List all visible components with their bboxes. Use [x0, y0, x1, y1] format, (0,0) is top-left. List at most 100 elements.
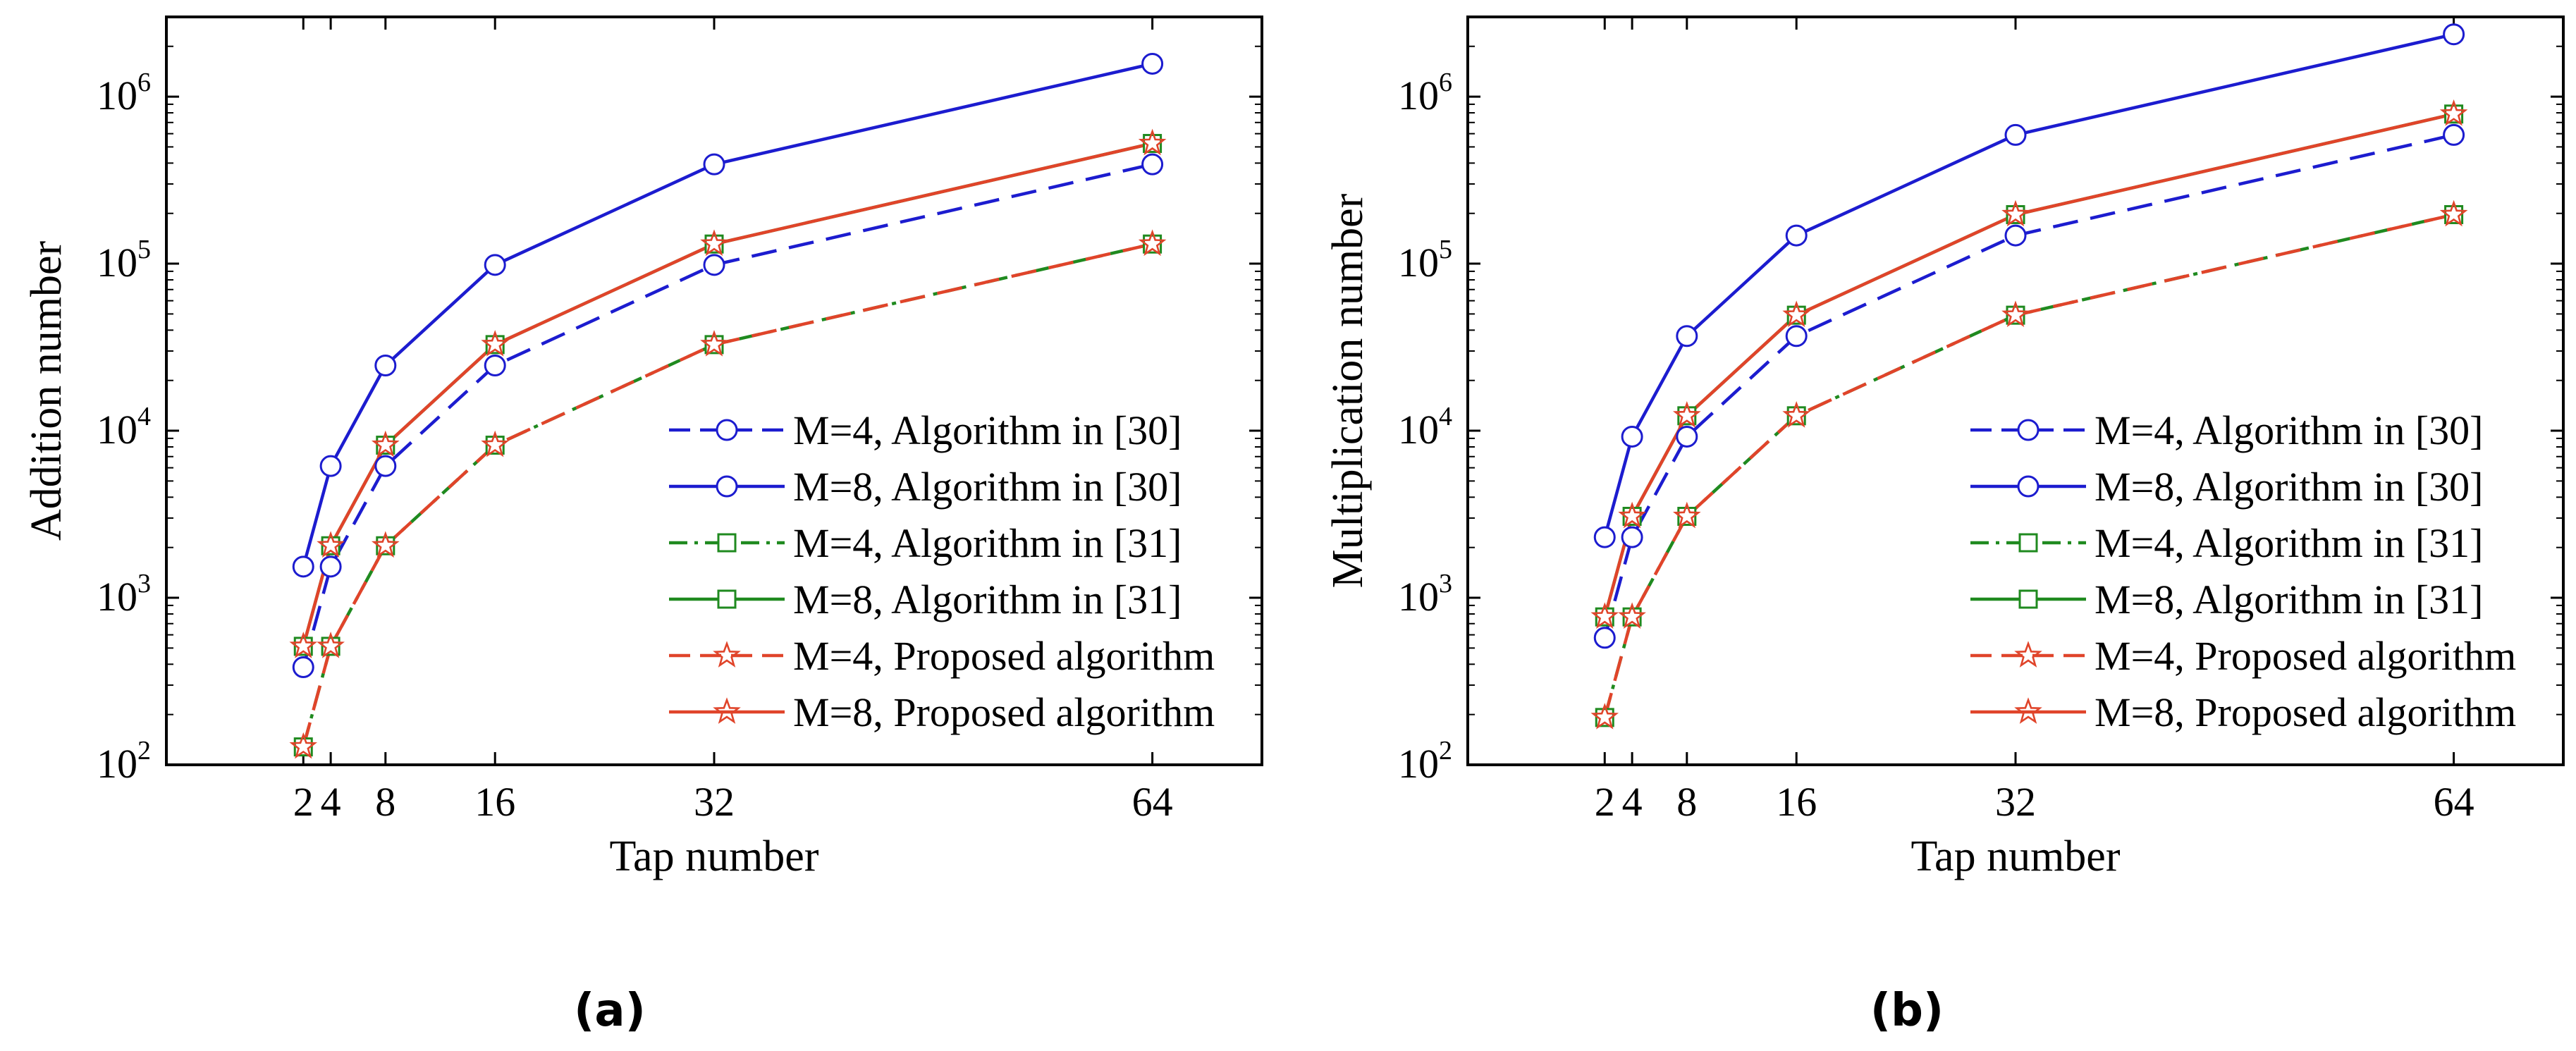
- data-point: [484, 354, 506, 376]
- y-tick-label: 106: [1398, 68, 1452, 118]
- data-point: [1141, 52, 1164, 75]
- y-tick-exponent: 6: [1439, 68, 1452, 97]
- x-axis-label: Tap number: [610, 832, 819, 880]
- data-point: [1782, 300, 1811, 327]
- y-tick-exponent: 4: [1439, 402, 1452, 431]
- data-point: [703, 254, 725, 276]
- y-tick-label: 105: [1398, 235, 1452, 285]
- legend-marker: [2017, 419, 2040, 441]
- series-line: [302, 62, 1153, 567]
- legend-marker: [716, 475, 738, 498]
- y-tick-exponent: 3: [137, 569, 151, 598]
- x-tick-label: 4: [1622, 779, 1643, 825]
- data-point: [481, 430, 510, 457]
- y-tick-label: 104: [97, 402, 151, 453]
- data-point: [1138, 229, 1167, 257]
- data-point: [1782, 400, 1811, 428]
- x-tick-label: 2: [293, 779, 314, 825]
- y-tick-base: 10: [97, 407, 137, 453]
- data-point: [1672, 400, 1701, 428]
- data-point: [371, 531, 400, 558]
- legend-marker: [2018, 533, 2038, 553]
- y-tick-base: 10: [97, 73, 137, 118]
- data-point: [2439, 99, 2468, 126]
- data-point: [703, 153, 725, 176]
- y-tick-exponent: 5: [137, 235, 151, 264]
- y-tick-label: 103: [1398, 569, 1452, 620]
- y-tick-label: 104: [1398, 402, 1452, 453]
- data-point: [292, 555, 314, 578]
- series-line: [302, 242, 1153, 748]
- x-axis-label: Tap number: [1911, 832, 2121, 880]
- y-axis-label: Multiplication number: [1324, 193, 1372, 588]
- data-point: [481, 330, 510, 357]
- panel-caption: (a): [574, 985, 646, 1037]
- data-point: [700, 229, 728, 257]
- x-tick-label: 64: [1132, 779, 1173, 825]
- data-point: [2001, 199, 2030, 227]
- data-point: [1590, 602, 1619, 629]
- legend-label: M=8, Algorithm in [30]: [793, 464, 1182, 510]
- data-point: [2004, 224, 2027, 247]
- data-point: [1785, 325, 1808, 348]
- data-point: [1593, 627, 1616, 649]
- data-point: [484, 254, 506, 276]
- data-point: [1676, 425, 1698, 448]
- y-tick-base: 10: [1398, 73, 1439, 118]
- y-tick-exponent: 5: [1439, 235, 1452, 264]
- legend-marker: [717, 533, 737, 553]
- y-tick-exponent: 3: [1439, 569, 1452, 598]
- data-point: [1676, 325, 1698, 348]
- x-tick-label: 16: [1776, 779, 1817, 825]
- series-line: [302, 162, 1153, 668]
- y-tick-label: 103: [97, 569, 151, 620]
- x-tick-label: 8: [375, 779, 395, 825]
- data-point: [317, 531, 345, 558]
- data-point: [1618, 501, 1646, 529]
- x-tick-label: 4: [321, 779, 341, 825]
- y-tick-base: 10: [97, 741, 137, 787]
- legend-label: M=8, Proposed algorithm: [793, 689, 1215, 735]
- data-point: [374, 455, 397, 477]
- data-point: [319, 555, 342, 578]
- y-tick-base: 10: [97, 574, 137, 620]
- data-point: [289, 732, 317, 759]
- x-tick-label: 32: [1995, 779, 2036, 825]
- y-tick-base: 10: [97, 240, 137, 285]
- legend-marker: [713, 697, 741, 724]
- legend-marker: [2014, 641, 2042, 668]
- legend-label: M=4, Algorithm in [30]: [793, 407, 1182, 453]
- y-tick-exponent: 6: [137, 68, 151, 97]
- y-tick-exponent: 2: [1439, 736, 1452, 766]
- data-point: [292, 656, 314, 679]
- legend-marker: [716, 419, 738, 441]
- x-tick-label: 64: [2434, 779, 2474, 825]
- data-point: [317, 632, 345, 658]
- y-tick-base: 10: [1398, 741, 1439, 787]
- series-line: [1603, 213, 2455, 718]
- y-tick-base: 10: [1398, 574, 1439, 620]
- legend-marker: [2014, 697, 2042, 724]
- y-tick-label: 105: [97, 235, 151, 285]
- series-line: [1603, 133, 2455, 639]
- data-point: [2443, 23, 2465, 46]
- data-point: [1673, 501, 1701, 529]
- legend-label: M=4, Proposed algorithm: [793, 633, 1215, 679]
- legend-marker: [2017, 475, 2040, 498]
- data-point: [2004, 123, 2027, 146]
- data-point: [1141, 153, 1164, 176]
- y-tick-base: 10: [1398, 407, 1439, 453]
- series-line: [302, 142, 1153, 647]
- legend-label: M=4, Algorithm in [31]: [2094, 520, 2483, 566]
- legend-label: M=4, Algorithm in [30]: [2094, 407, 2483, 453]
- legend-label: M=8, Algorithm in [31]: [793, 577, 1182, 622]
- series-line: [302, 142, 1153, 647]
- data-point: [371, 430, 400, 457]
- data-point: [1785, 224, 1808, 247]
- data-point: [1618, 602, 1646, 629]
- y-axis-label: Addition number: [23, 240, 70, 541]
- legend-label: M=4, Proposed algorithm: [2094, 633, 2516, 679]
